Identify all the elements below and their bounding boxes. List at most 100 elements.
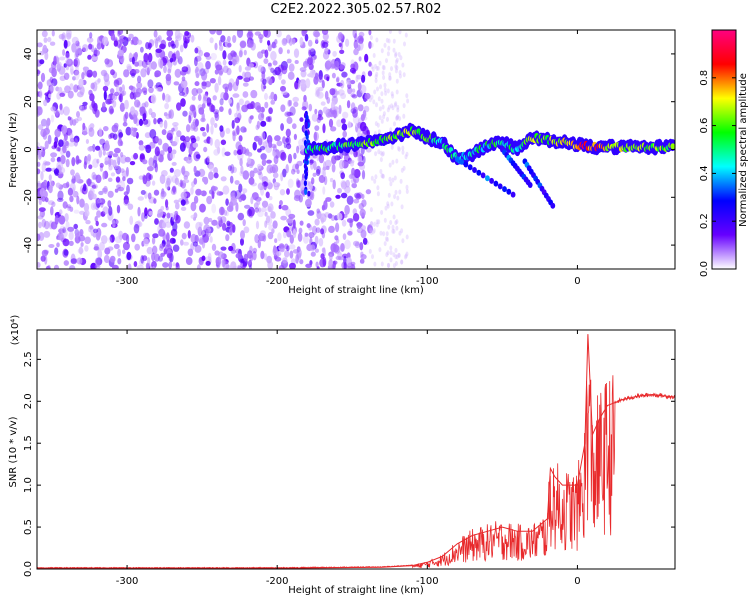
spectrogram-noise-cell xyxy=(299,259,304,265)
spectrogram-noise-cell xyxy=(179,44,184,53)
spectrogram-noise-cell xyxy=(380,210,384,215)
spectrogram-noise-cell xyxy=(122,176,126,182)
spectrogram-noise-cell xyxy=(297,232,303,242)
spectrogram-noise-cell xyxy=(122,36,129,47)
spectrogram-noise-cell xyxy=(182,170,190,177)
spectrogram-noise-cell xyxy=(165,73,172,82)
spectrogram-noise-cell xyxy=(140,190,146,195)
spectrogram-noise-cell xyxy=(37,91,40,97)
spectrogram-noise-cell xyxy=(261,158,267,167)
spectrogram-noise-cell xyxy=(211,203,217,214)
spectrogram-noise-cell xyxy=(351,167,356,176)
spectrogram-signal-cell xyxy=(304,174,308,180)
spectrogram-noise-cell xyxy=(361,169,366,180)
spectrogram-noise-cell xyxy=(201,255,206,262)
spectrogram-noise-cell xyxy=(43,127,50,135)
spectrogram-noise-cell xyxy=(133,223,140,234)
spectrogram-noise-cell xyxy=(349,67,356,74)
spectrogram-noise-cell xyxy=(371,229,375,235)
spectrogram-noise-cell xyxy=(165,232,170,242)
spectrogram-noise-cell xyxy=(337,89,345,96)
spectrogram-noise-cell xyxy=(114,236,122,244)
spectrogram-noise-cell xyxy=(123,191,129,196)
spectrogram-noise-cell xyxy=(376,86,379,92)
spectrogram-noise-cell xyxy=(83,202,90,212)
spectrogram-noise-cell xyxy=(107,200,112,208)
spectrogram-noise-cell xyxy=(90,202,97,211)
spectrogram-signal-cell xyxy=(467,164,473,171)
spectrogram-noise-cell xyxy=(400,167,404,173)
spectrogram-noise-cell xyxy=(380,151,384,157)
spectrogram-noise-cell xyxy=(347,159,355,164)
spectrogram-noise-cell xyxy=(73,58,78,67)
spectrogram-noise-cell xyxy=(346,262,354,269)
spectrogram-noise-cell xyxy=(198,168,206,177)
spectrogram-noise-cell xyxy=(65,52,70,59)
spectrogram-noise-cell xyxy=(339,64,346,70)
spectrogram-noise-cell xyxy=(293,101,299,108)
spectrogram-noise-cell xyxy=(238,135,243,142)
spectrogram-noise-cell xyxy=(281,204,289,211)
spectrogram-noise-cell xyxy=(344,239,351,250)
spectrogram-noise-cell xyxy=(379,150,383,156)
spectrogram-noise-cell xyxy=(250,89,258,99)
spectrogram-noise-cell xyxy=(166,36,173,41)
spectrogram-noise-cell xyxy=(94,264,101,269)
spectrogram-noise-cell xyxy=(280,123,284,131)
spectrogram-noise-cell xyxy=(209,78,216,84)
spectrogram-noise-cell xyxy=(42,44,48,54)
spectrogram-noise-cell xyxy=(286,111,294,117)
spectrogram-y-tick-label: 20 xyxy=(23,95,34,108)
spectrogram-noise-cell xyxy=(214,123,218,128)
spectrogram-noise-cell xyxy=(39,89,43,99)
spectrogram-noise-cell xyxy=(324,47,329,55)
spectrogram-noise-cell xyxy=(375,65,379,71)
spectrogram-noise-cell xyxy=(214,139,221,149)
spectrogram-noise-cell xyxy=(287,178,294,188)
spectrogram-noise-cell xyxy=(400,204,404,210)
spectrogram-noise-cell xyxy=(227,42,232,48)
spectrogram-noise-cell xyxy=(263,85,267,90)
spectrogram-noise-cell xyxy=(373,89,377,95)
spectrogram-noise-cell xyxy=(53,55,57,66)
spectrogram-noise-cell xyxy=(87,178,91,187)
spectrogram-noise-cell xyxy=(233,149,238,156)
spectrogram-noise-cell xyxy=(175,202,180,210)
spectrogram-signal-cell xyxy=(502,186,507,193)
spectrogram-noise-cell xyxy=(368,30,372,36)
spectrogram-noise-cell xyxy=(117,49,125,57)
spectrogram-noise-cell xyxy=(278,47,283,55)
spectrogram-noise-cell xyxy=(99,162,104,168)
spectrogram-noise-cell xyxy=(220,216,227,224)
spectrogram-noise-cell xyxy=(370,94,374,100)
spectrogram-noise-cell xyxy=(232,224,236,233)
spectrogram-noise-cell xyxy=(387,224,391,230)
spectrogram-noise-cell xyxy=(370,230,373,236)
spectrogram-noise-cell xyxy=(257,163,262,170)
spectrogram-noise-cell xyxy=(396,107,400,113)
spectrogram-noise-cell xyxy=(116,204,121,214)
spectrogram-noise-cell xyxy=(44,140,49,150)
chart-title: C2E2.2022.305.02.57.R02 xyxy=(270,2,442,17)
spectrogram-noise-cell xyxy=(221,147,226,158)
spectrogram-noise-cell xyxy=(331,88,338,99)
spectrogram-noise-cell xyxy=(85,219,91,225)
spectrogram-noise-cell xyxy=(201,229,207,238)
spectrogram-noise-cell xyxy=(102,101,106,111)
spectrogram-noise-cell xyxy=(153,155,158,164)
spectrogram-noise-cell xyxy=(296,248,302,258)
spectrogram-noise-cell xyxy=(280,104,286,112)
spectrogram-noise-cell xyxy=(151,260,157,269)
spectrogram-noise-cell xyxy=(126,65,132,72)
spectrogram-noise-cell xyxy=(228,108,232,116)
spectrogram-noise-cell xyxy=(40,72,46,83)
spectrogram-noise-cell xyxy=(153,189,160,196)
spectrogram-noise-cell xyxy=(93,228,99,234)
spectrogram-noise-cell xyxy=(97,36,102,46)
spectrogram-noise-cell xyxy=(240,41,246,49)
spectrogram-noise-cell xyxy=(308,49,312,56)
spectrogram-noise-cell xyxy=(284,250,290,258)
spectrogram-noise-cell xyxy=(301,30,307,37)
spectrogram-noise-cell xyxy=(282,136,287,144)
